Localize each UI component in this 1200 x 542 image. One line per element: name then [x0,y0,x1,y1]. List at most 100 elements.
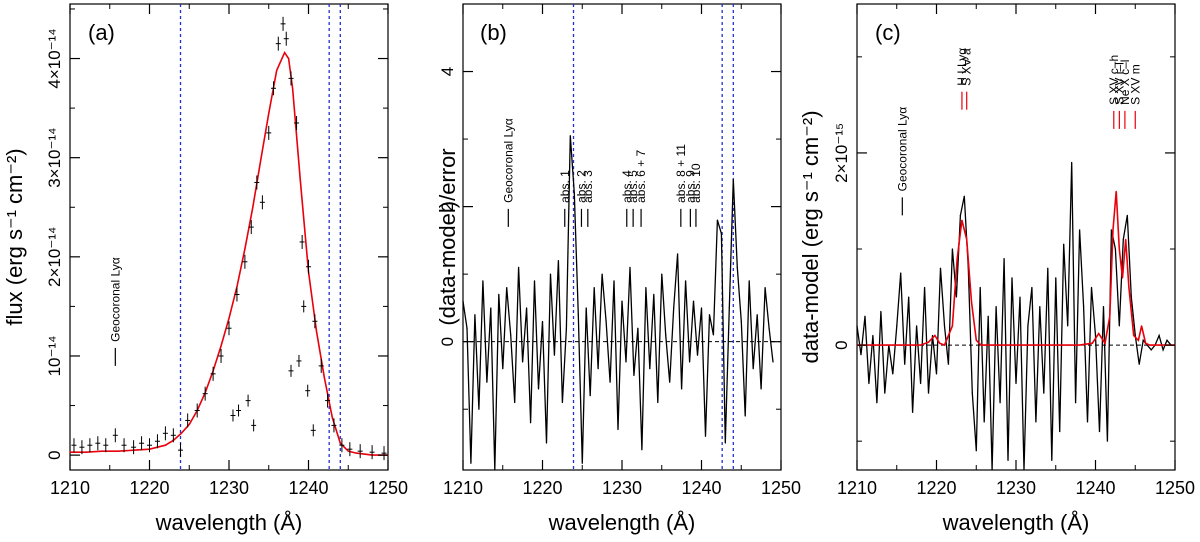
model-point-c [1091,342,1093,344]
residual-point-c [1126,214,1128,216]
residual-point-c [931,334,934,337]
residual-point-c [1166,339,1168,341]
y-tick-label-a-1: 10⁻¹⁴ [45,336,64,377]
panel-label-a: (a) [88,20,115,45]
x-tick-label-c-3: 1240 [1075,478,1115,498]
x-tick-label-c-2: 1230 [996,478,1036,498]
y-tick-label-b-0: 0 [438,337,457,346]
model-line-c [857,191,1175,347]
panel-label-c: (c) [875,20,901,45]
y-tick-label-a-0: 0 [45,450,64,459]
model-point-a [188,423,190,425]
residual-point-b [502,368,504,370]
residual-point-c [1043,392,1045,394]
residual-point-c [1007,459,1009,461]
residual-point-c [872,334,874,337]
residual-point-c [1019,296,1021,298]
model-point-a [331,416,333,419]
residual-point-c [979,286,981,289]
y-ticks-b: 0 2 4 [438,3,781,410]
residual-point-c [920,382,922,385]
residual-point-c [1150,349,1152,351]
model-point-a [355,452,357,454]
residual-line-c [856,162,1175,471]
model-point-c [966,238,968,241]
residual-point-c [884,392,886,394]
residual-point-b [621,300,623,302]
y-tick-label-b-1: 2 [438,202,457,211]
residual-point-c [900,272,902,274]
annotation-label-b-1: abs. 1 [558,170,572,203]
residual-point-c [904,363,906,365]
residual-point-c [1059,430,1061,433]
model-point-c [1098,332,1100,335]
y-axis-label-c: data-model (erg s⁻¹ cm⁻²) [798,110,823,363]
residual-point-b [708,314,711,316]
residual-point-c [1122,238,1124,241]
residual-point-b [613,280,615,282]
y-tick-label-a-2: 2×10⁻¹⁴ [45,227,64,287]
model-point-c [1104,342,1106,344]
residual-b [462,135,774,471]
residual-point-c [1090,286,1093,289]
model-point-c [943,344,946,346]
residual-point-b [462,300,464,302]
residual-point-b [498,293,500,296]
model-point-c [1128,286,1130,289]
residual-point-b [553,354,556,356]
x-axis-label-c: wavelength (Å) [942,510,1090,535]
model-point-a [323,377,325,379]
residual-point-c [892,373,894,375]
residual-point-c [856,325,858,327]
residual-point-b [724,442,726,444]
model-point-a [164,444,166,446]
residual-point-c [1015,382,1017,385]
annotation-label-c-0: Geocoronal Lyα [895,107,909,192]
model-point-a [69,451,71,453]
residual-point-b [637,327,639,329]
residual-point-b [716,219,719,221]
residual-point-b [696,354,699,356]
residual-point-b [617,428,619,431]
residual-point-b [748,280,750,282]
residual-point-c [1130,296,1132,298]
model-point-c [1125,238,1127,241]
residual-point-c [947,363,950,365]
y-axis-label-a: flux (erg s⁻¹ cm⁻²) [2,148,27,325]
panel-b: 1210 1220 1230 1240 1250 0 2 4 Geocoronal Lyα a… [435,3,801,535]
residual-point-b [700,307,703,309]
y-tick-label-a-4: 4×10⁻¹⁴ [45,28,64,88]
residual-point-b [466,327,468,329]
residual-point-c [999,402,1001,404]
model-point-a [117,450,119,452]
residual-point-c [1110,229,1112,231]
x-ticks-c: 1210 1220 1230 1240 1250 [837,4,1195,498]
residual-point-b [557,260,560,262]
x-tick-label-b-0: 1210 [443,478,483,498]
model-point-c [1118,248,1120,250]
model-point-a [260,159,262,161]
x-axis-label-b: wavelength (Å) [548,510,696,535]
residual-point-b [518,266,520,268]
annotation-label-b-4: abs. 4 [620,170,634,203]
residual-point-b [704,435,707,437]
x-tick-label-c-4: 1250 [1155,478,1195,498]
model-point-c [1121,277,1124,279]
residual-point-c [1086,421,1089,423]
residual-point-b [685,280,687,282]
residual-point-c [916,325,918,327]
residual-point-b [728,307,730,309]
residual-point-c [1055,277,1057,279]
residual-point-b [669,381,671,383]
residual-point-c [935,373,938,375]
model-point-c [1144,342,1147,344]
x-tick-label-a-3: 1240 [288,478,328,498]
x-tick-label-c-1: 1220 [916,478,956,498]
residual-point-b [537,388,540,390]
residual-point-c [927,392,930,394]
model-point-c [985,344,987,346]
residual-point-b [629,266,631,268]
residual-point-c [1039,306,1041,308]
residual-point-c [880,310,882,313]
